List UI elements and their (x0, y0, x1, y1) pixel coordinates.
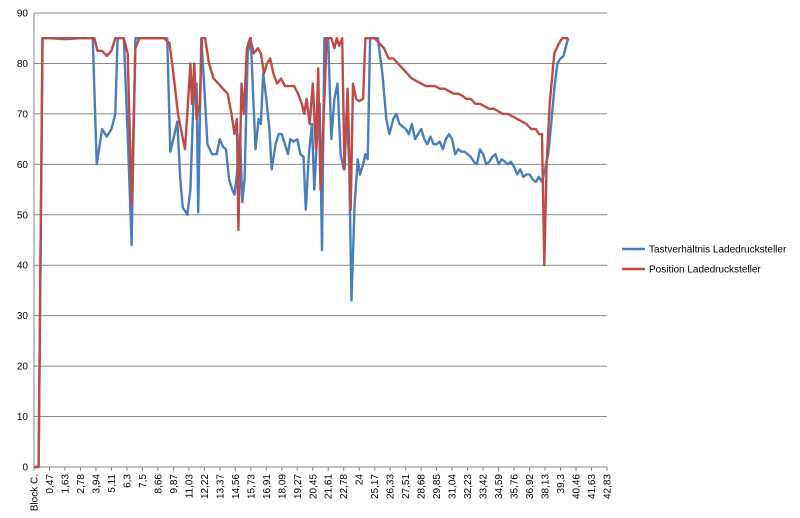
x-tick-label: 0,47 (45, 474, 56, 494)
x-tick-label: 41,63 (587, 474, 598, 499)
x-tick-label: 14,56 (231, 474, 242, 499)
x-tick-label: 6,3 (122, 474, 133, 488)
x-tick-label: 7,5 (138, 474, 149, 488)
y-tick-label: 30 (17, 311, 29, 322)
x-tick-label: 1,63 (60, 474, 71, 494)
y-tick-label: 70 (17, 109, 29, 120)
legend-label-1: Tastverhältnis Ladedrucksteller (649, 245, 787, 256)
y-tick-label: 0 (22, 463, 28, 474)
x-tick-label: 15,73 (246, 474, 257, 499)
x-tick-label: 3,94 (91, 474, 102, 494)
x-tick-label: 18,09 (277, 474, 288, 499)
x-tick-label: 9,87 (169, 474, 180, 494)
x-tick-label: 35,76 (510, 474, 521, 499)
y-tick-label: 80 (17, 59, 29, 70)
x-tick-label: 36,92 (525, 474, 536, 499)
y-tick-label: 10 (17, 412, 29, 423)
x-tick-label: 31,04 (448, 474, 459, 499)
x-tick-label: 13,37 (215, 474, 226, 499)
x-tick-label: 12,22 (200, 474, 211, 499)
x-tick-label: 29,85 (432, 474, 443, 499)
x-tick-label: 26,33 (386, 474, 397, 499)
x-tick-label: 39,3 (556, 474, 567, 494)
series-line-2 (34, 37, 569, 469)
x-tick-label: Block C. (30, 474, 41, 511)
x-tick-label: 42,83 (603, 474, 614, 499)
x-tick-label: 27,51 (401, 474, 412, 499)
x-tick-label: 21,61 (324, 474, 335, 499)
x-tick-label: 20,45 (308, 474, 319, 499)
series-line-1 (34, 37, 570, 469)
x-tick-label: 38,13 (541, 474, 552, 499)
x-tick-label: 33,42 (479, 474, 490, 499)
x-tick-label: 24 (355, 474, 366, 486)
legend: Tastverhältnis Ladedrucksteller Position … (622, 245, 787, 276)
x-tick-label: 16,91 (262, 474, 273, 499)
x-tick-label: 28,68 (417, 474, 428, 499)
x-tick-label: 40,46 (572, 474, 583, 499)
x-tick-label: 11,03 (184, 474, 195, 499)
x-tick-label: 22,78 (339, 474, 350, 499)
x-tick-label: 34,59 (494, 474, 505, 499)
y-axis-tick-labels: 0 10 20 30 40 50 60 70 80 90 (17, 9, 29, 474)
x-tick-label: 5,11 (107, 474, 118, 493)
y-tick-label: 40 (17, 261, 29, 272)
legend-label-2: Position Ladedrucksteller (649, 265, 761, 276)
x-tick-label: 2,78 (76, 474, 87, 494)
x-axis: Block C. 0,47 1,63 2,78 3,94 5,11 6,3 7,5 8,66 9,… (30, 13, 614, 511)
x-tick-label: 8,66 (153, 474, 164, 494)
y-tick-label: 60 (17, 160, 29, 171)
y-tick-label: 20 (17, 362, 29, 373)
x-tick-label: 19,27 (293, 474, 304, 499)
x-tick-label: 25,17 (370, 474, 381, 499)
series-lines (34, 37, 570, 469)
y-tick-label: 50 (17, 210, 29, 221)
x-tick-label: 32,23 (463, 474, 474, 499)
y-tick-label: 90 (17, 9, 29, 20)
